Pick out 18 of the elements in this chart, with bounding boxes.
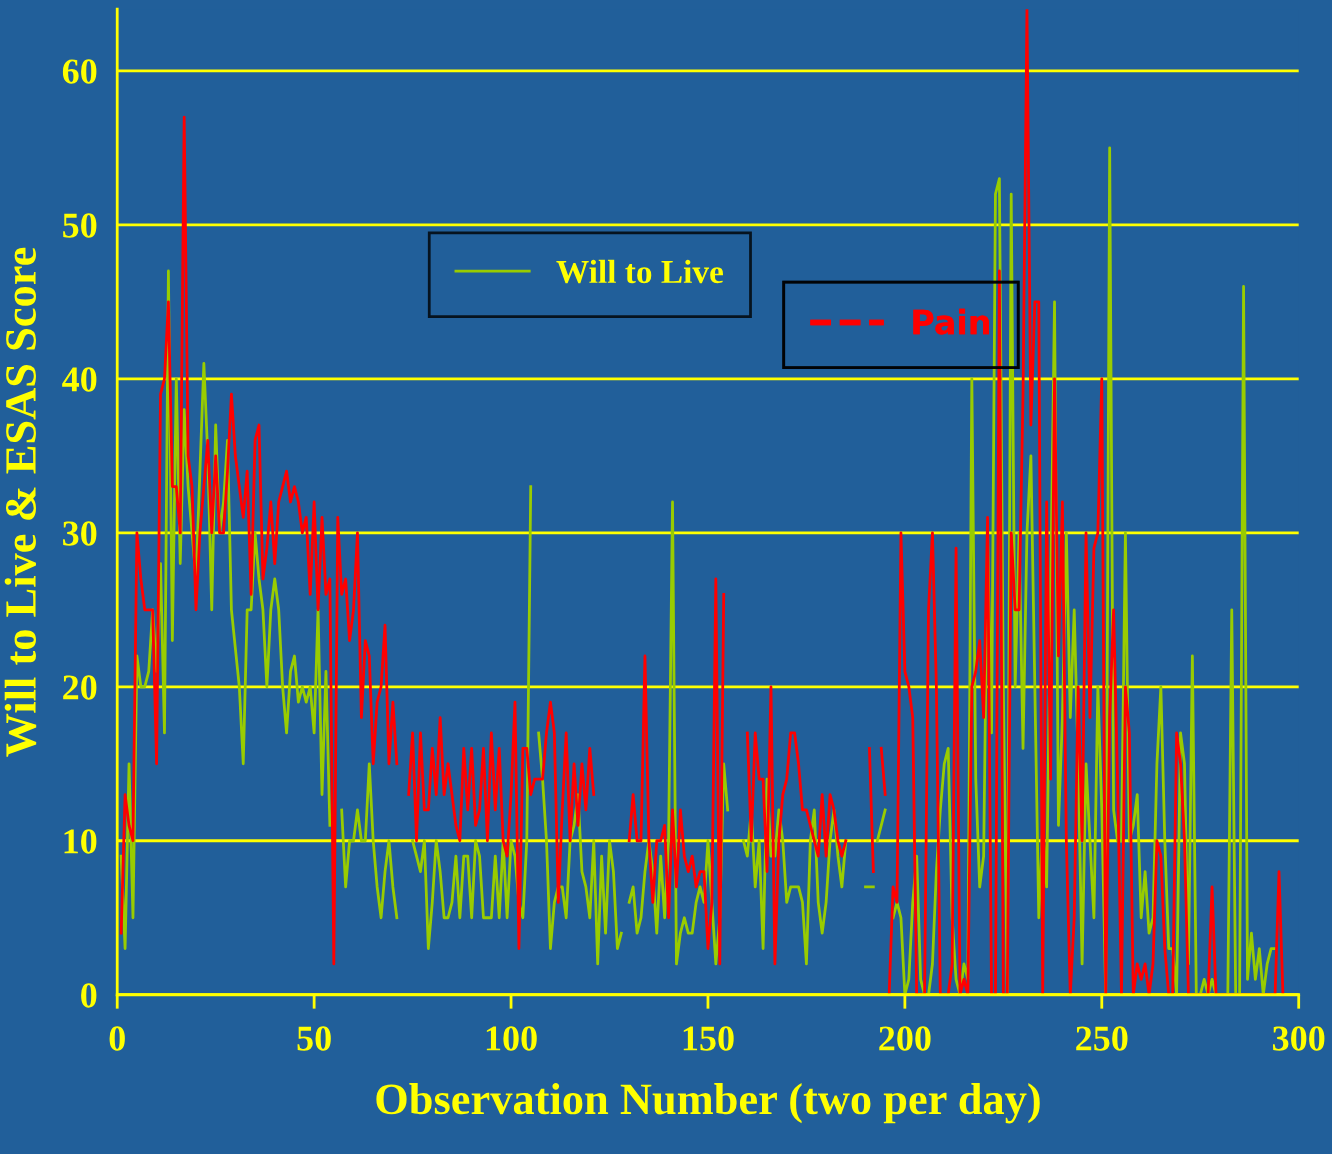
y-tick-label: 10 xyxy=(64,829,97,854)
x-tick-label: 50 xyxy=(297,1026,331,1051)
x-tick-label: 150 xyxy=(683,1026,734,1051)
legend-label: Pain xyxy=(913,308,989,335)
y-tick-label: 50 xyxy=(63,213,97,238)
x-axis-title: Observation Number (two per day) xyxy=(376,1083,1040,1124)
x-tick-label: 100 xyxy=(486,1026,537,1051)
x-tick-label: 300 xyxy=(1272,1026,1325,1051)
y-tick-label: 0 xyxy=(81,983,97,1008)
x-tick-label: 0 xyxy=(109,1026,125,1051)
x-tick-label: 250 xyxy=(1076,1026,1128,1051)
y-axis-title: Will to Live & ESAS Score xyxy=(4,247,37,757)
x-tick-label: 200 xyxy=(879,1026,931,1051)
y-tick-label: 30 xyxy=(63,521,97,546)
y-tick-label: 20 xyxy=(63,675,97,700)
legend-label: Will to Live xyxy=(556,259,723,284)
y-tick-label: 60 xyxy=(62,59,97,84)
y-tick-label: 40 xyxy=(62,367,97,392)
